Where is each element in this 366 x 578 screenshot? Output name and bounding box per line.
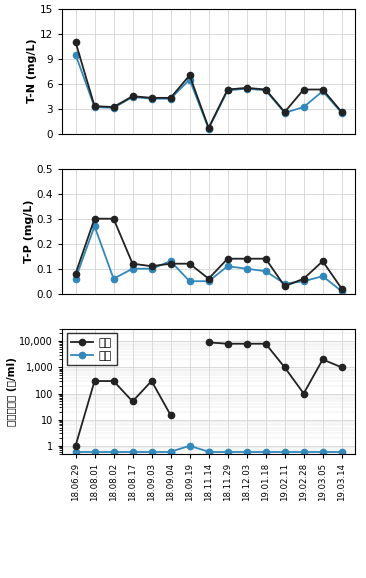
Y-axis label: T-N (mg/L): T-N (mg/L) [27, 39, 37, 103]
Legend: 원수, 오존: 원수, 오존 [67, 333, 117, 365]
Y-axis label: T-P (mg/L): T-P (mg/L) [24, 199, 34, 263]
Y-axis label: 토대장균군 (수/ml): 토대장균군 (수/ml) [7, 357, 17, 425]
